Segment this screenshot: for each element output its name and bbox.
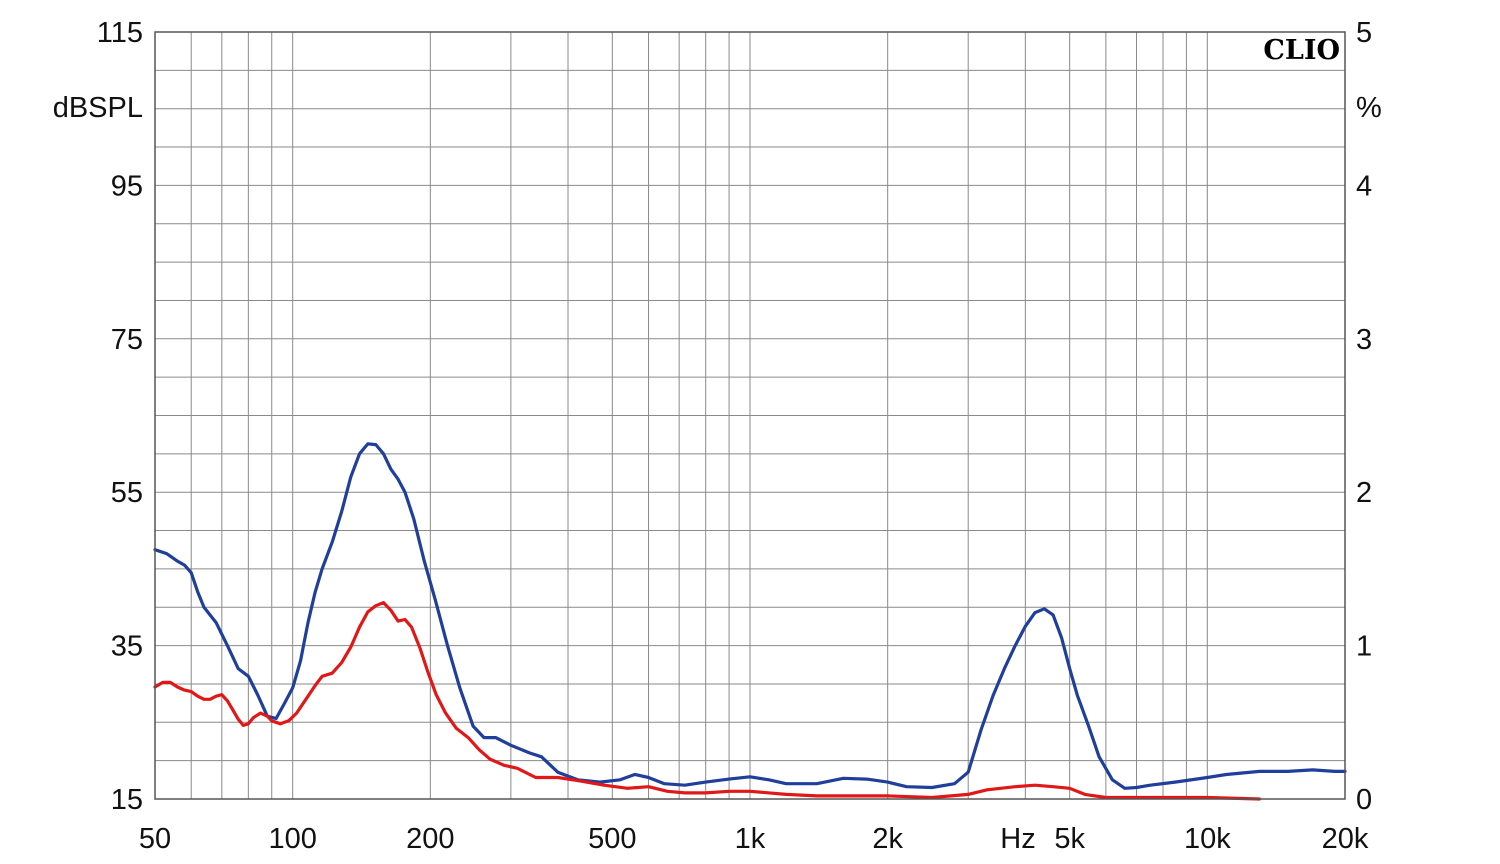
y-tick-label-right: 0: [1356, 784, 1372, 816]
x-tick-label: 1k: [735, 823, 766, 855]
x-tick-label: 20k: [1322, 823, 1369, 855]
series-line-1: [153, 442, 1347, 790]
y-tick-label-left: 35: [111, 631, 143, 663]
y-tick-label-left: 55: [111, 477, 143, 509]
y-tick-label-left: 15: [111, 784, 143, 816]
y-axis-right-label: %: [1356, 92, 1382, 124]
x-tick-label: 2k: [872, 823, 903, 855]
tick-labels: 50 100 200 500 1k 2k 5k 10k 20k 115 95 75 55 35 15 5 4 3 2…: [97, 17, 1372, 855]
x-tick-label: 500: [588, 823, 636, 855]
y-tick-label-right: 4: [1356, 170, 1372, 202]
y-tick-label-right: 5: [1356, 17, 1372, 49]
x-axis-label: Hz: [1000, 823, 1035, 855]
x-tick-label: 10k: [1184, 823, 1231, 855]
y-axis-left-label: dBSPL: [53, 92, 143, 124]
y-tick-label-left: 95: [111, 170, 143, 202]
y-tick-label-left: 75: [111, 324, 143, 356]
x-tick-label: 100: [268, 823, 316, 855]
plot-frame: [154, 31, 1346, 800]
x-tick-label: 200: [406, 823, 454, 855]
y-tick-label-right: 2: [1356, 477, 1372, 509]
grid: [155, 32, 1345, 799]
brand-logo-text: CLIO: [1263, 35, 1340, 66]
x-tick-label: 50: [139, 823, 171, 855]
y-tick-label-right: 3: [1356, 324, 1372, 356]
series-line-2: [153, 601, 1261, 801]
y-tick-label-right: 1: [1356, 631, 1372, 663]
y-tick-label-left: 115: [97, 17, 143, 49]
series-layer: [153, 442, 1347, 801]
x-tick-label: 5k: [1054, 823, 1085, 855]
